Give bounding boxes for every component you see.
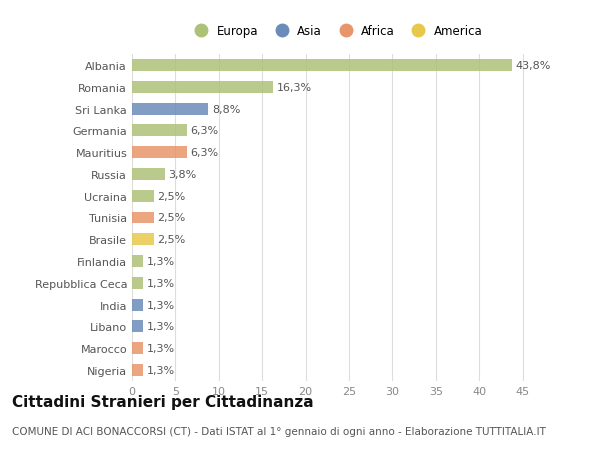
Text: 6,3%: 6,3% [190, 126, 218, 136]
Bar [132, 60, 512, 72]
Text: 3,8%: 3,8% [169, 169, 197, 179]
Text: 1,3%: 1,3% [147, 300, 175, 310]
Bar [132, 82, 274, 94]
Text: 16,3%: 16,3% [277, 83, 312, 93]
Text: 1,3%: 1,3% [147, 343, 175, 353]
Text: 2,5%: 2,5% [157, 213, 185, 223]
Bar [132, 147, 187, 159]
Text: 1,3%: 1,3% [147, 257, 175, 267]
Legend: Europa, Asia, Africa, America: Europa, Asia, Africa, America [190, 25, 482, 38]
Bar [132, 364, 143, 376]
Bar [132, 277, 143, 289]
Text: 43,8%: 43,8% [515, 61, 551, 71]
Bar [132, 321, 143, 333]
Text: 2,5%: 2,5% [157, 235, 185, 245]
Bar [132, 168, 165, 180]
Bar [132, 190, 154, 202]
Bar [132, 299, 143, 311]
Text: 1,3%: 1,3% [147, 278, 175, 288]
Text: 1,3%: 1,3% [147, 365, 175, 375]
Bar [132, 342, 143, 354]
Text: 2,5%: 2,5% [157, 191, 185, 202]
Bar [132, 125, 187, 137]
Text: 8,8%: 8,8% [212, 104, 240, 114]
Text: 1,3%: 1,3% [147, 322, 175, 332]
Bar [132, 212, 154, 224]
Bar [132, 103, 208, 115]
Text: Cittadini Stranieri per Cittadinanza: Cittadini Stranieri per Cittadinanza [12, 394, 314, 409]
Text: 6,3%: 6,3% [190, 148, 218, 158]
Text: COMUNE DI ACI BONACCORSI (CT) - Dati ISTAT al 1° gennaio di ogni anno - Elaboraz: COMUNE DI ACI BONACCORSI (CT) - Dati IST… [12, 426, 546, 436]
Bar [132, 234, 154, 246]
Bar [132, 256, 143, 268]
